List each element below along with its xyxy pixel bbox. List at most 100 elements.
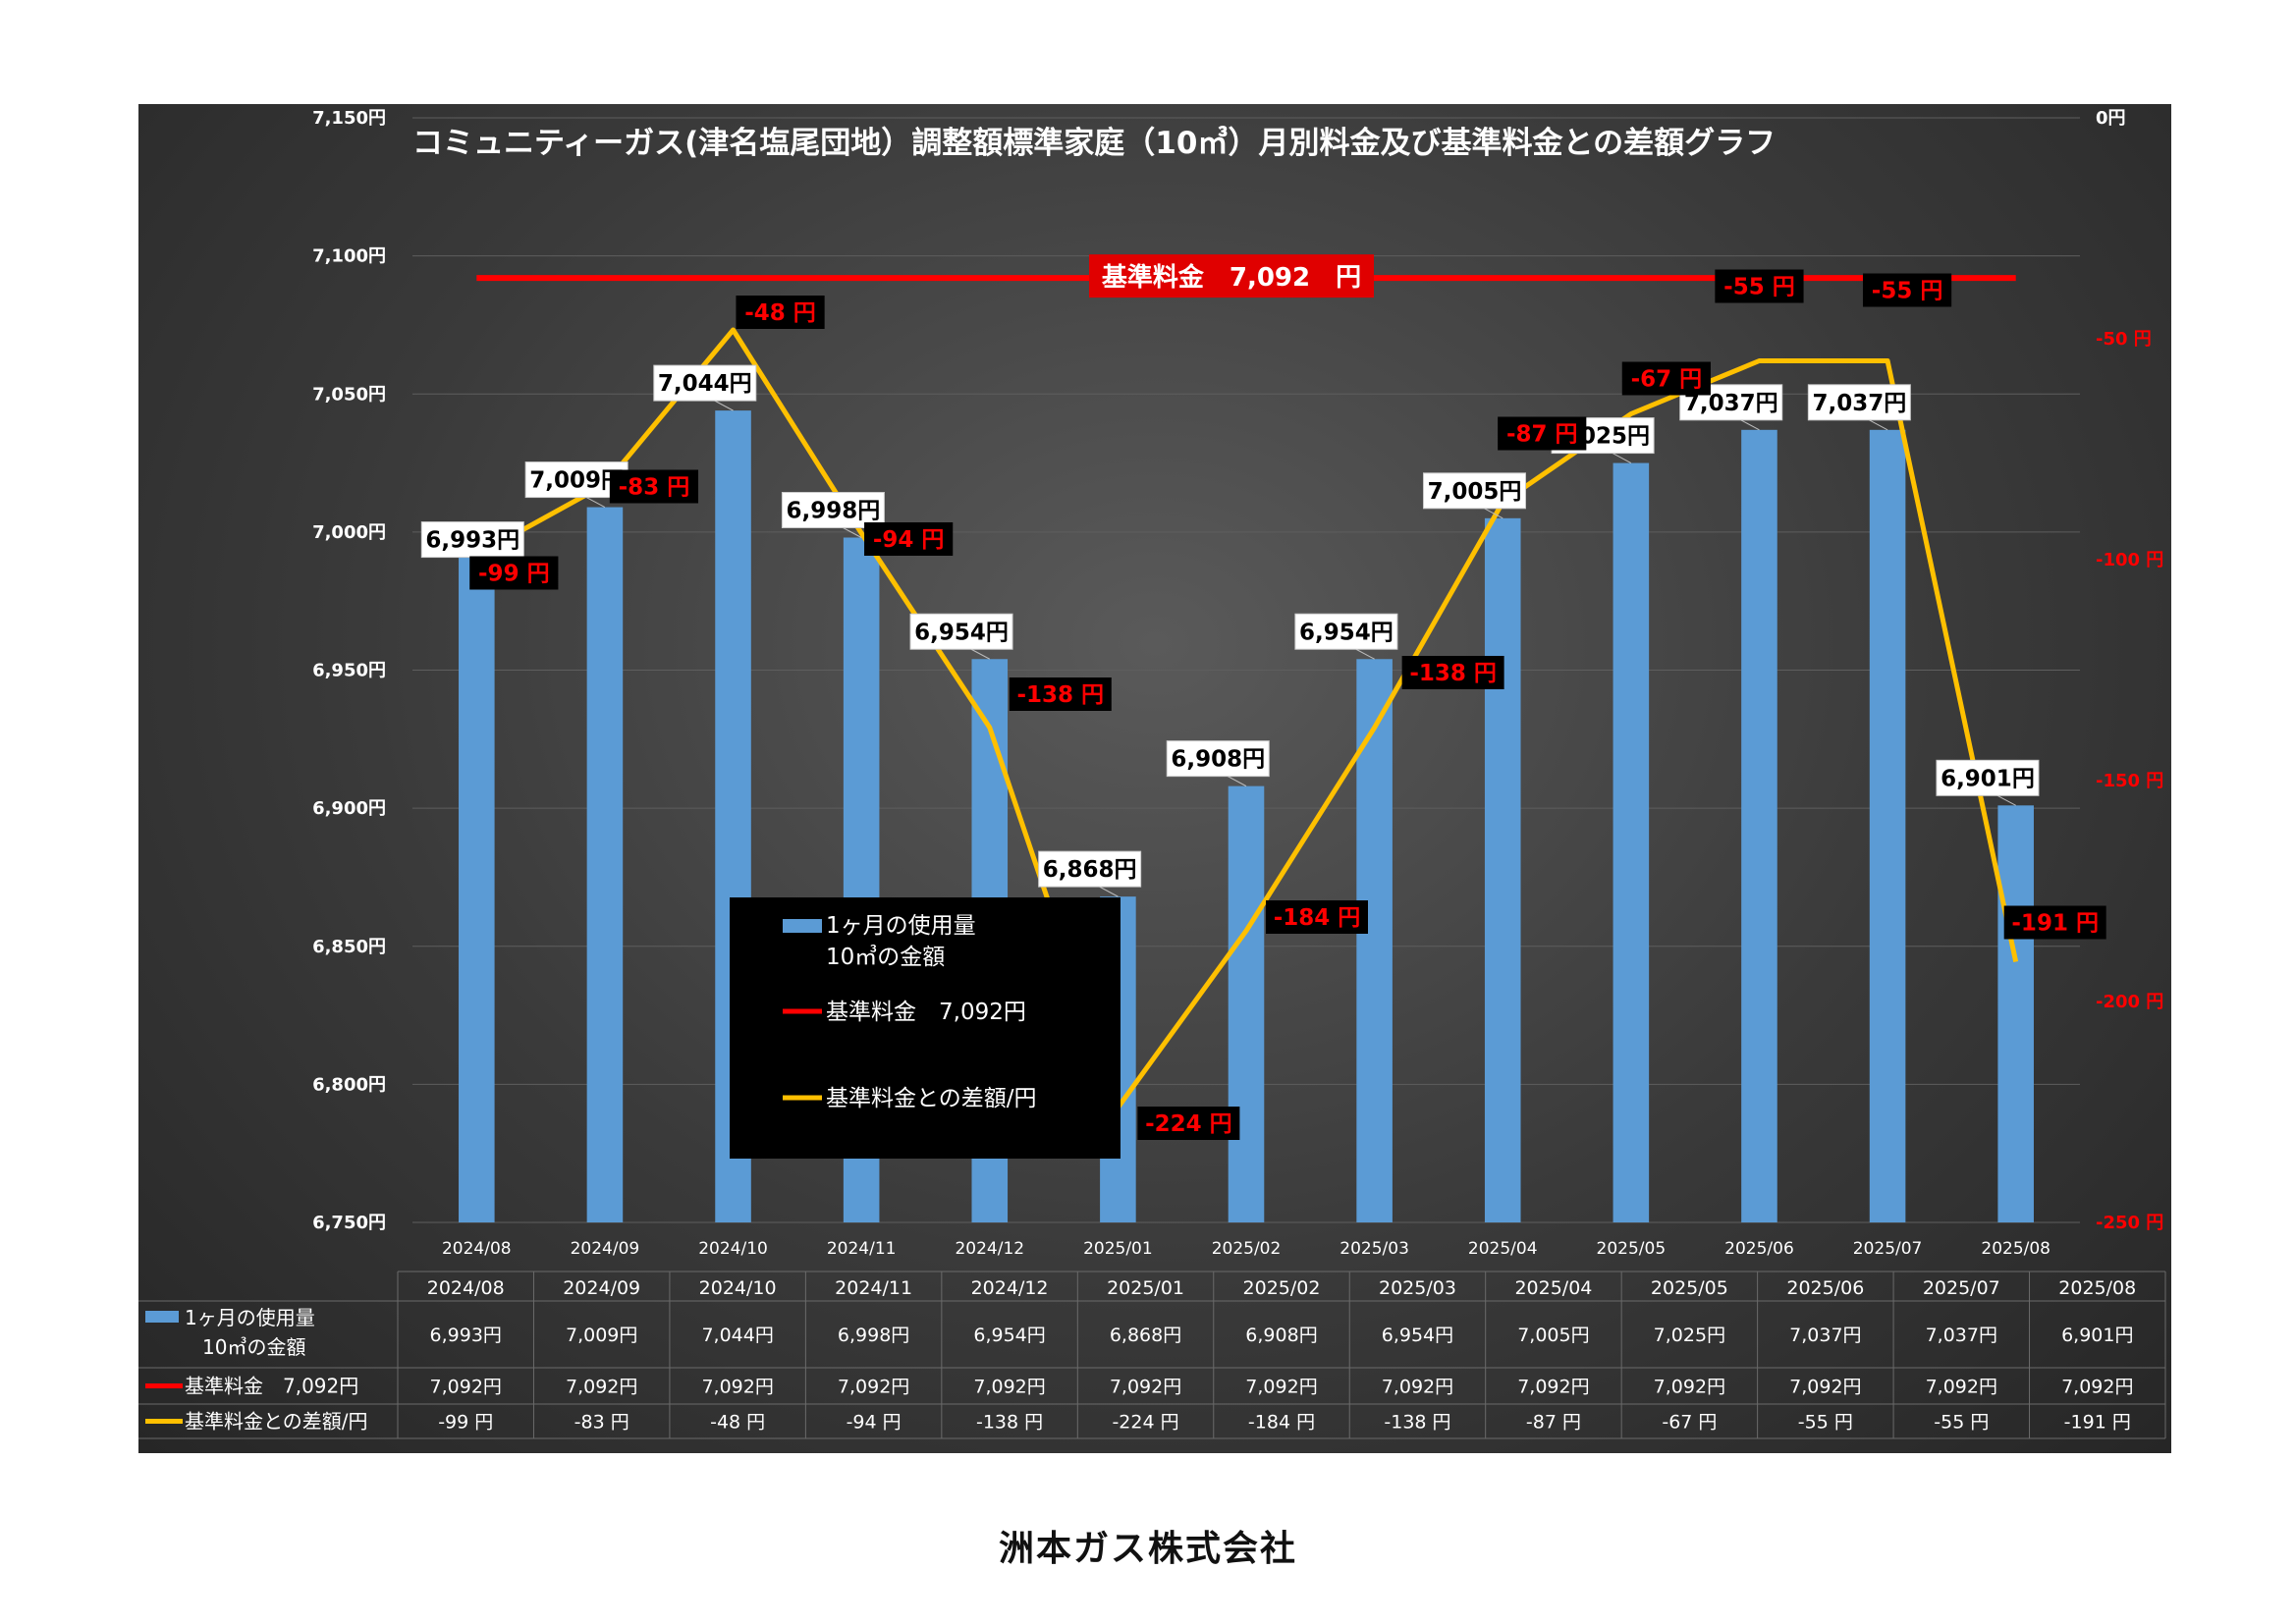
- legend-label: 基準料金 7,092円: [826, 1000, 1026, 1025]
- x-axis-tick-label: 2025/03: [1339, 1239, 1409, 1259]
- table-header-cell: 2025/07: [1923, 1277, 2000, 1299]
- bar: [1741, 429, 1777, 1222]
- table-cell: 7,092円: [1654, 1377, 1725, 1398]
- left-axis-tick-label: 7,150円: [312, 108, 386, 129]
- right-axis-tick-label: -150 円: [2096, 771, 2163, 791]
- table-cell: 7,009円: [566, 1325, 637, 1346]
- table-cell: -224 円: [1112, 1412, 1178, 1434]
- legend-swatch-bar: [783, 919, 822, 933]
- table-cell: 6,993円: [430, 1325, 502, 1346]
- diff-value-label: -94 円: [873, 527, 945, 553]
- x-axis-tick-label: 2024/08: [442, 1239, 512, 1259]
- diff-value-label: -55 円: [1723, 275, 1795, 300]
- table-cell: -67 円: [1662, 1412, 1717, 1434]
- x-axis-tick-label: 2025/01: [1083, 1239, 1153, 1259]
- table-cell: -55 円: [1934, 1412, 1989, 1434]
- bar-value-box: [1294, 613, 1398, 650]
- diff-value-box: [736, 296, 825, 329]
- table-cell: 6,954円: [1382, 1325, 1453, 1346]
- table-cell: 6,908円: [1245, 1325, 1317, 1346]
- bar-label-leader: [843, 527, 862, 538]
- table-cell: 7,092円: [1926, 1377, 1997, 1398]
- chart-title: コミュニティーガス(津名塩尾団地）調整額標準家庭（10㎥）月別料金及び基準料金と…: [412, 126, 1776, 161]
- x-axis-tick-label: 2024/10: [698, 1239, 768, 1259]
- bar-value-label: 7,044円: [658, 371, 752, 397]
- bar: [1997, 805, 2034, 1222]
- base-label: 基準料金 7,092 円: [1102, 262, 1361, 293]
- table-cell: 7,037円: [1926, 1325, 1997, 1346]
- table-row-label: 10㎥の金額: [202, 1335, 305, 1359]
- diff-value-box: [1009, 677, 1112, 711]
- x-axis-tick-label: 2025/02: [1212, 1239, 1282, 1259]
- bar-value-box: [1422, 472, 1526, 510]
- bar-value-box: [781, 492, 885, 528]
- diff-value-label: -138 円: [1016, 682, 1104, 708]
- diff-value-label: -184 円: [1274, 905, 1361, 931]
- left-axis-tick-label: 6,850円: [312, 937, 386, 957]
- bar-label-leader: [1228, 776, 1247, 787]
- right-axis-tick-label: 0円: [2096, 108, 2126, 129]
- diff-value-box: [609, 469, 699, 504]
- diff-value-label: -67 円: [1631, 367, 1703, 393]
- bar: [1228, 785, 1265, 1222]
- table-cell: -87 円: [1526, 1412, 1581, 1434]
- bar-value-label: 6,998円: [787, 499, 881, 524]
- base-label-box: [1089, 254, 1374, 298]
- diff-value-box: [1715, 269, 1804, 303]
- bar: [1356, 659, 1393, 1222]
- bar-value-label: 6,954円: [914, 620, 1009, 645]
- table-row-swatch: [145, 1311, 179, 1323]
- table-row-label: 1ヶ月の使用量: [185, 1306, 315, 1329]
- bar: [459, 551, 495, 1222]
- bar-value-label: 6,954円: [1299, 620, 1394, 645]
- diff-value-label: -55 円: [1872, 279, 1943, 304]
- table-cell: 7,092円: [1789, 1377, 1861, 1398]
- diff-value-label: -87 円: [1506, 422, 1578, 448]
- bar-value-label: 6,901円: [1941, 766, 2035, 791]
- table-cell: 7,092円: [973, 1377, 1045, 1398]
- diff-value-box: [1621, 361, 1711, 396]
- bar-label-leader: [714, 400, 734, 411]
- diff-value-label: -48 円: [744, 300, 816, 326]
- left-axis-tick-label: 6,950円: [312, 661, 386, 681]
- table-cell: 7,037円: [1789, 1325, 1861, 1346]
- bar-label-leader: [1612, 453, 1632, 464]
- left-axis-tick-label: 7,100円: [312, 246, 386, 267]
- bar: [1613, 462, 1650, 1222]
- diff-value-label: -138 円: [1409, 661, 1497, 686]
- table-header-cell: 2025/04: [1514, 1277, 1592, 1299]
- bar-value-label: 6,993円: [425, 528, 519, 554]
- table-cell: 7,092円: [430, 1377, 502, 1398]
- bar-value-label: 6,868円: [1043, 857, 1137, 883]
- table-cell: -48 円: [710, 1412, 765, 1434]
- diff-value-box: [1401, 656, 1504, 689]
- table-cell: -55 円: [1798, 1412, 1853, 1434]
- legend-label: 10㎥の金額: [826, 944, 945, 970]
- x-axis-tick-label: 2024/11: [827, 1239, 897, 1259]
- table-row-label: 基準料金との差額/円: [185, 1410, 368, 1434]
- right-axis-tick-label: -250 円: [2096, 1213, 2163, 1233]
- bar-label-leader: [1869, 419, 1888, 431]
- diff-value-box: [1862, 273, 1952, 307]
- bar-label-leader: [1099, 886, 1119, 897]
- table-header-cell: 2024/09: [563, 1277, 640, 1299]
- table-header-cell: 2025/06: [1786, 1277, 1864, 1299]
- table-header-cell: 2025/08: [2058, 1277, 2136, 1299]
- x-axis-tick-label: 2024/12: [955, 1239, 1024, 1259]
- table-cell: 7,092円: [701, 1377, 773, 1398]
- x-axis-tick-label: 2025/07: [1853, 1239, 1923, 1259]
- diff-value-box: [1137, 1107, 1240, 1140]
- bar: [1484, 517, 1521, 1222]
- table-cell: 7,092円: [566, 1377, 637, 1398]
- table-cell: 6,901円: [2061, 1325, 2133, 1346]
- bar-value-box: [1038, 850, 1142, 888]
- diff-line: [475, 327, 2019, 1110]
- table-cell: 7,092円: [2061, 1377, 2133, 1398]
- left-axis-tick-label: 6,800円: [312, 1074, 386, 1095]
- right-axis-tick-label: -200 円: [2096, 992, 2163, 1012]
- x-axis-tick-label: 2025/05: [1597, 1239, 1667, 1259]
- table-cell: 7,025円: [1654, 1325, 1725, 1346]
- bar-value-label: 7,009円: [529, 468, 624, 494]
- table-cell: -138 円: [1384, 1412, 1450, 1434]
